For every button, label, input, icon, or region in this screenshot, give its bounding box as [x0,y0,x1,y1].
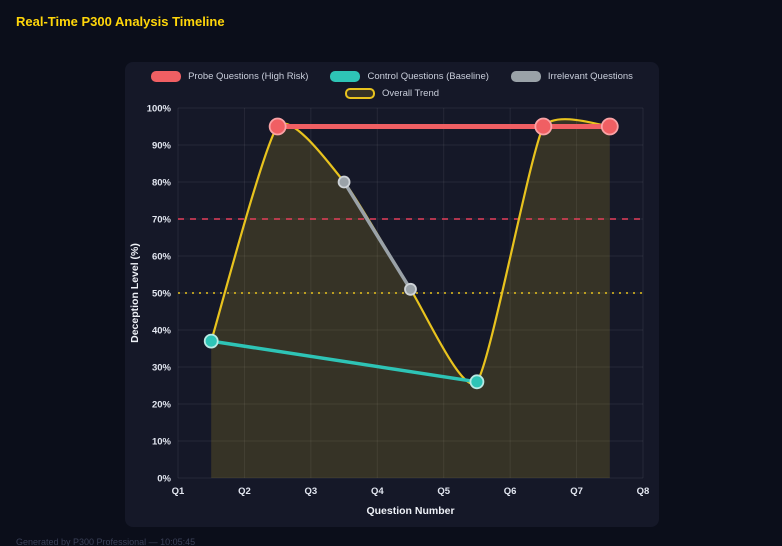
svg-text:Deception Level (%): Deception Level (%) [129,243,141,343]
legend-label-irrelevant: Irrelevant Questions [547,71,633,82]
svg-text:40%: 40% [152,326,172,337]
svg-text:Q5: Q5 [437,486,450,497]
svg-text:Q4: Q4 [371,486,384,497]
svg-text:Q7: Q7 [570,486,583,497]
svg-text:90%: 90% [152,141,172,152]
svg-text:Q3: Q3 [305,486,318,497]
legend-item-trend[interactable]: Overall Trend [344,88,440,99]
svg-text:20%: 20% [152,400,172,411]
svg-text:70%: 70% [152,215,172,226]
legend-item-probe[interactable]: Probe Questions (High Risk) [151,71,308,82]
timeline-chart: Q1 Q2 Q3 Q4 Q5 Q6 Q7 Q8 0% 10% 20% 30% 40% 50% 60% 70% 8… [129,104,650,518]
legend-label-control: Control Questions (Baseline) [367,71,489,82]
legend-item-irrelevant[interactable]: Irrelevant Questions [510,71,633,82]
svg-text:80%: 80% [152,178,172,189]
svg-text:Q6: Q6 [504,486,517,497]
svg-text:Q2: Q2 [238,486,251,497]
legend-swatch-trend [344,88,375,99]
legend-item-control[interactable]: Control Questions (Baseline) [330,71,489,82]
legend-label-trend: Overall Trend [381,88,440,99]
svg-text:Q1: Q1 [172,486,185,497]
legend-row-2: Overall Trend [344,88,440,99]
legend-swatch-probe [151,71,182,82]
footer-status: Generated by P300 Professional — 10:05:4… [16,537,196,546]
legend-swatch-irrelevant [510,71,541,82]
svg-text:Q8: Q8 [637,486,650,497]
svg-text:0%: 0% [157,474,171,485]
svg-text:50%: 50% [152,289,172,300]
svg-text:Question Number: Question Number [366,505,454,517]
svg-text:30%: 30% [152,363,172,374]
svg-text:60%: 60% [152,252,172,263]
legend-label-probe: Probe Questions (High Risk) [188,71,309,82]
legend-row-1: Probe Questions (High Risk) Control Ques… [151,71,633,82]
svg-text:100%: 100% [147,104,172,115]
legend-swatch-control [330,71,361,82]
svg-text:10%: 10% [152,437,172,448]
chart-panel: Probe Questions (High Risk) Control Ques… [125,62,659,527]
chart-legend: Probe Questions (High Risk) Control Ques… [125,71,659,99]
page-title: Real-Time P300 Analysis Timeline [16,14,225,29]
